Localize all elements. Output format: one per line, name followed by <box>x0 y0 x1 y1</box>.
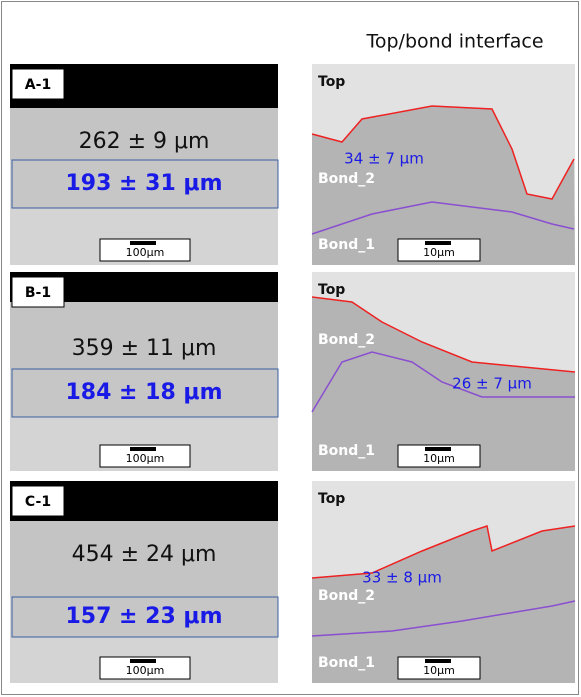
interface-thickness: 26 ± 7 μm <box>452 375 532 393</box>
bond-thickness: 193 ± 31 μm <box>65 171 222 196</box>
top-label: Top <box>318 282 345 298</box>
scale-label: 100μm <box>126 246 165 259</box>
scale-label: 10μm <box>423 246 455 259</box>
scale-bar <box>130 659 156 663</box>
scale-bar <box>425 659 451 663</box>
bond2-label: Bond_2 <box>318 588 375 604</box>
interface-thickness: 33 ± 8 μm <box>362 569 442 587</box>
scale-label: 100μm <box>126 664 165 677</box>
interface-thickness: 34 ± 7 μm <box>344 150 424 168</box>
scale-bar <box>130 447 156 451</box>
scale-bar <box>130 241 156 245</box>
panel-label: A-1 <box>25 77 51 93</box>
bond-thickness: 157 ± 23 μm <box>65 604 222 629</box>
bond1-label: Bond_1 <box>318 443 375 459</box>
bond1-label: Bond_1 <box>318 237 375 253</box>
panel-label: C-1 <box>25 494 51 510</box>
scale-label: 100μm <box>126 452 165 465</box>
total-thickness: 262 ± 9 μm <box>79 129 210 154</box>
bond2-label: Bond_2 <box>318 171 375 187</box>
top-label: Top <box>318 74 345 90</box>
scale-label: 10μm <box>423 664 455 677</box>
scale-label: 10μm <box>423 452 455 465</box>
bond1-label: Bond_1 <box>318 655 375 671</box>
top-label: Top <box>318 491 345 507</box>
total-thickness: 454 ± 24 μm <box>72 542 217 567</box>
title: Top/bond interface <box>365 31 543 53</box>
scale-bar <box>425 447 451 451</box>
figure: Top/bond interface A-1 262 ± 9 μm 193 ± 31… <box>0 0 581 697</box>
bond2-label: Bond_2 <box>318 332 375 348</box>
scale-bar <box>425 241 451 245</box>
bond-thickness: 184 ± 18 μm <box>65 380 222 405</box>
total-thickness: 359 ± 11 μm <box>72 336 217 361</box>
panel-label: B-1 <box>25 285 51 301</box>
